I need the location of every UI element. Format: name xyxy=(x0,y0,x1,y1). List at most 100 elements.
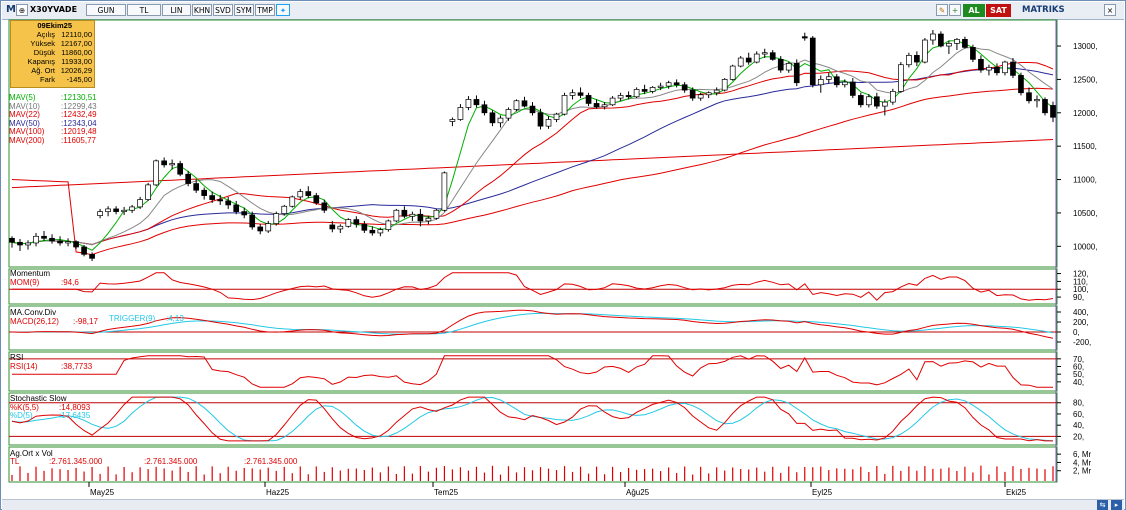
candle-body xyxy=(857,95,864,106)
trigger-label: TRIGGER(9) xyxy=(109,314,156,323)
toolbar: M ⊕ X30YVADE GUN TL LIN KHN SVD SYM TMP … xyxy=(2,2,1124,20)
info-value: 12167,00 xyxy=(60,39,92,48)
candle-body xyxy=(217,199,224,202)
sell-button[interactable]: SAT xyxy=(986,4,1011,17)
candle-body xyxy=(882,101,888,107)
date-tick-label: Eyl25 xyxy=(812,488,833,497)
svd-button[interactable]: SVD xyxy=(213,4,233,16)
candle-body xyxy=(809,37,816,86)
candle-body xyxy=(121,209,127,212)
candle-body xyxy=(817,79,824,86)
trigger-line xyxy=(12,312,1054,335)
candle-body xyxy=(1010,61,1016,76)
momentum-label: MOM(9) xyxy=(10,278,40,287)
candle-body xyxy=(898,64,904,92)
mav22-line xyxy=(11,62,1054,246)
candle-body xyxy=(505,109,512,119)
macd-tick-label: 0, xyxy=(1073,328,1080,337)
mav100-line xyxy=(11,87,1054,256)
stoch-d-label: %D(5) xyxy=(10,411,33,420)
candle-body xyxy=(865,96,872,106)
scroll-right-icon[interactable]: ⇆ xyxy=(1097,500,1108,510)
candle-body xyxy=(665,82,672,87)
candle-body xyxy=(273,213,280,224)
candle-body xyxy=(97,211,103,216)
volume-title: Ag.Ort x Vol xyxy=(10,449,53,458)
pencil-icon[interactable]: ✎ xyxy=(936,4,948,16)
candle-body xyxy=(841,81,848,86)
sym-button[interactable]: SYM xyxy=(234,4,254,16)
macd-tick-label: 200, xyxy=(1073,318,1089,327)
mav-value: :12432,49 xyxy=(61,110,97,120)
stoch-tick-label: 80, xyxy=(1073,399,1084,408)
trigger-value: :4,13 xyxy=(166,314,184,323)
gun-button[interactable]: GUN xyxy=(86,4,126,16)
candle-body xyxy=(617,95,624,99)
candle-body xyxy=(305,191,312,196)
candle-body xyxy=(633,89,640,98)
candle-body xyxy=(225,200,232,206)
candle-body xyxy=(321,202,328,211)
candle-body xyxy=(761,52,768,55)
info-key: Açılış xyxy=(36,30,55,39)
info-key: Düşük xyxy=(33,48,55,57)
candle-body xyxy=(609,97,616,106)
candle-body xyxy=(641,89,648,92)
lin-button[interactable]: LIN xyxy=(162,4,191,16)
mav-label: MAV(200) xyxy=(9,135,45,145)
price-tick-label: 10000, xyxy=(1073,242,1097,251)
candle-body xyxy=(361,223,368,231)
candle-body xyxy=(1042,99,1048,114)
candle-body xyxy=(737,57,744,67)
tl-button[interactable]: TL xyxy=(127,4,161,16)
stoch-k-label: %K(5,5) xyxy=(10,403,39,412)
candle-body xyxy=(569,92,576,96)
buy-button[interactable]: AL xyxy=(963,4,985,17)
volume-label: TL xyxy=(10,457,20,466)
candle-body xyxy=(721,79,728,91)
candle-body xyxy=(169,163,175,166)
candle-body xyxy=(129,206,135,211)
tmp-button[interactable]: TMP xyxy=(255,4,275,16)
mav-value: :12299,43 xyxy=(61,101,97,111)
price-tick-label: 12500, xyxy=(1073,75,1097,84)
candle-body xyxy=(681,84,688,91)
candle-body xyxy=(946,43,952,47)
price-tick-label: 11500, xyxy=(1073,142,1097,151)
candle-body xyxy=(970,47,976,60)
candle-body xyxy=(425,217,432,222)
candle-body xyxy=(585,95,592,104)
mav50-line xyxy=(11,67,1054,246)
macd-line xyxy=(11,309,1054,339)
price-tick-label: 13000, xyxy=(1073,42,1097,51)
candle-body xyxy=(409,213,416,217)
twitter-icon[interactable]: ✦ xyxy=(276,4,290,16)
candle-body xyxy=(890,91,896,103)
candle-body xyxy=(906,55,912,66)
date-tick-label: Ağu25 xyxy=(626,488,650,497)
zoom-icon[interactable]: ⊕ xyxy=(16,4,28,16)
stoch-tick-label: 60, xyxy=(1073,410,1084,419)
add-icon[interactable]: + xyxy=(949,4,961,16)
symbol-label[interactable]: X30YVADE xyxy=(30,5,78,14)
stoch-d-value: :17,6435 xyxy=(59,411,91,420)
mav-label: MAV(10) xyxy=(9,101,40,111)
candle-body xyxy=(433,209,440,219)
info-value: 11933,00 xyxy=(61,57,92,66)
logo-icon: M xyxy=(6,4,16,15)
date-tick-label: Haz25 xyxy=(266,488,290,497)
candle-body xyxy=(986,67,992,71)
close-icon[interactable]: × xyxy=(1104,4,1116,16)
scroll-end-icon[interactable]: ▸ xyxy=(1111,500,1122,510)
rsi-title: RSI xyxy=(10,353,24,362)
info-value: 12026,29 xyxy=(60,66,92,75)
stoch-k-value: :14,8093 xyxy=(59,403,91,412)
horizontal-scrollbar[interactable]: ⇆ ▸ xyxy=(2,499,1124,510)
momentum-title: Momentum xyxy=(10,269,51,278)
khn-button[interactable]: KHN xyxy=(192,4,212,16)
price-chart[interactable]: 10000, 10500, 11000, 11500, 12000, 12500, 1300… xyxy=(1,1,1125,499)
candle-body xyxy=(873,96,880,107)
momentum-value: :94,6 xyxy=(61,278,79,287)
rsi-tick-label: 40, xyxy=(1073,378,1084,387)
volume-tick-label: 4, Mr xyxy=(1073,458,1092,467)
